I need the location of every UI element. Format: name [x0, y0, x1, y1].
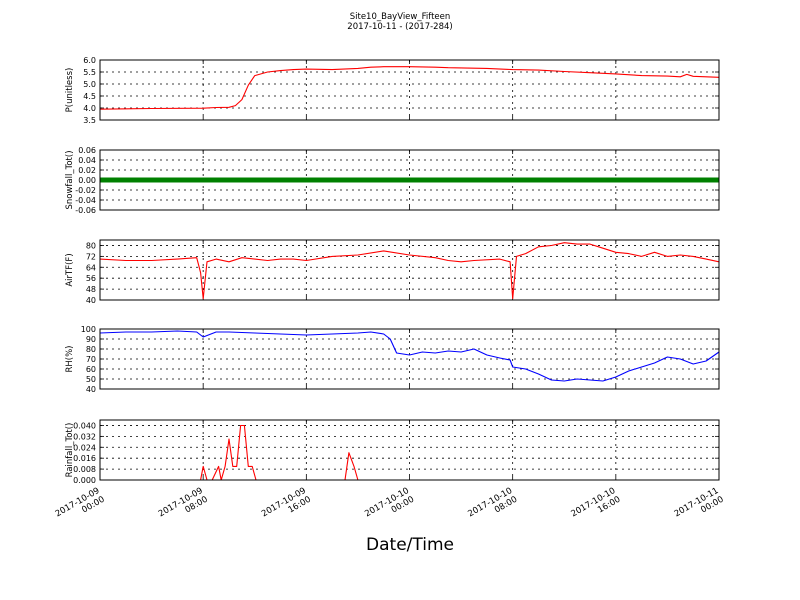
figure-subtitle: 2017-10-11 - (2017-284) — [347, 22, 452, 32]
x-tick-label: 2017-10-0916:00 — [260, 486, 313, 528]
y-axis-label: P(unitless) — [65, 68, 75, 113]
subplot-3: 40 48 56 64 72 80 AirTF(F) — [65, 239, 720, 305]
y-tick-label: 0.00 — [78, 176, 96, 185]
y-axis-label: RH(%) — [65, 345, 75, 372]
y-tick-label: 3.5 — [83, 116, 96, 125]
y-tick-label: 72 — [86, 252, 96, 261]
subplot-2: -0.06-0.04-0.020.000.020.040.06Snowfall_… — [65, 146, 720, 215]
y-tick-label: 60 — [86, 365, 96, 374]
y-tick-label: 5.5 — [83, 68, 96, 77]
axes-frame — [99, 59, 720, 121]
x-tick-label: 2017-10-1000:00 — [363, 486, 416, 528]
y-tick-label: 5.0 — [83, 80, 96, 89]
y-tick-label: 70 — [86, 355, 96, 364]
y-tick-label: 0.032 — [73, 432, 96, 441]
x-tick-labels: 2017-10-0900:00 2017-10-0908:00 2017-10-09… — [54, 486, 726, 528]
y-axis-label: Snowfall_Tot() — [65, 150, 75, 209]
subplot-5: 0.000 0.008 0.016 0.024 0.032 0.040Rainfall_T… — [65, 419, 720, 485]
y-tick-label: 0.06 — [78, 146, 96, 155]
y-tick-label: 56 — [86, 274, 96, 283]
figure-title: Site10_BayView_Fifteen — [350, 12, 451, 22]
y-tick-label: 90 — [86, 335, 96, 344]
axes-frame — [99, 328, 720, 390]
subplots: 3.5 4.0 4.5 5.0 5.5 6.0 P(unitless) -0.06-0.04-… — [65, 56, 720, 485]
y-tick-label: 40 — [86, 296, 96, 305]
y-tick-label: -0.06 — [75, 206, 96, 215]
axes-frame — [99, 239, 720, 301]
series-line — [99, 330, 720, 382]
x-tick-label: 2017-10-1100:00 — [673, 486, 726, 528]
y-tick-label: 40 — [86, 385, 96, 394]
x-tick-label: 2017-10-1008:00 — [466, 486, 519, 528]
y-axis-label: Rainfall_Tot() — [65, 423, 75, 478]
y-tick-label: 0.04 — [78, 156, 96, 165]
axes-frame — [99, 419, 720, 481]
y-tick-label: 64 — [86, 263, 96, 272]
y-tick-label: 0.040 — [73, 421, 96, 430]
axes-frame — [99, 149, 720, 211]
y-tick-label: 0.016 — [73, 454, 96, 463]
y-tick-label: 100 — [81, 325, 96, 334]
x-axis-label: Date/Time — [366, 535, 454, 555]
y-tick-label: 0.02 — [78, 166, 96, 175]
y-tick-label: 6.0 — [83, 56, 96, 65]
y-tick-label: -0.02 — [75, 186, 96, 195]
y-tick-label: 80 — [86, 345, 96, 354]
y-axis-label: AirTF(F) — [65, 253, 75, 286]
y-tick-label: 4.5 — [83, 92, 96, 101]
y-tick-label: 80 — [86, 241, 96, 250]
y-tick-label: 50 — [86, 375, 96, 384]
series-line — [99, 242, 720, 300]
y-tick-label: 48 — [86, 285, 96, 294]
y-tick-label: -0.04 — [75, 196, 96, 205]
y-tick-label: 0.024 — [73, 443, 96, 452]
y-tick-label: 4.0 — [83, 104, 96, 113]
y-tick-label: 0.000 — [73, 476, 96, 485]
x-tick-label: 2017-10-0900:00 — [54, 486, 107, 528]
y-tick-label: 0.008 — [73, 465, 96, 474]
subplot-1: 3.5 4.0 4.5 5.0 5.5 6.0 P(unitless) — [65, 56, 720, 125]
x-tick-label: 2017-10-0908:00 — [157, 486, 210, 528]
x-tick-label: 2017-10-1016:00 — [570, 486, 623, 528]
series-line — [99, 66, 720, 110]
